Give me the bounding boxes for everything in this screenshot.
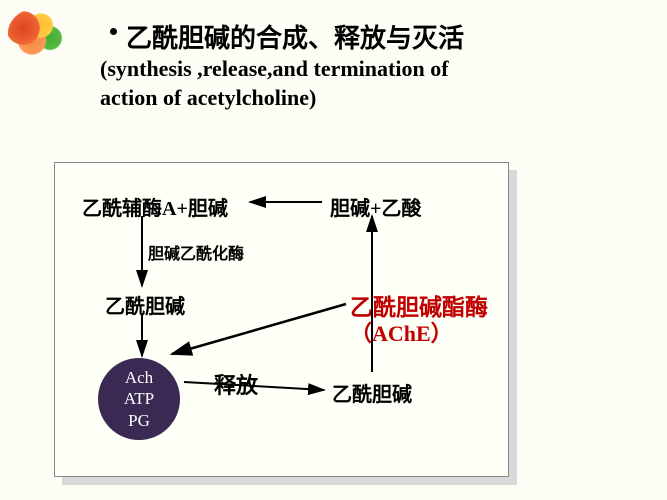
vesicle-line-atp: ATP bbox=[98, 388, 180, 409]
node-products: 胆碱+乙酸 bbox=[330, 192, 421, 221]
corner-fruit-decoration bbox=[8, 8, 68, 58]
node-ache-abbrev: （AChE） bbox=[350, 316, 453, 348]
node-ach-synthesized: 乙酰胆碱 bbox=[105, 290, 185, 319]
vesicle-line-ach: Ach bbox=[98, 367, 180, 388]
vesicle-oval: Ach ATP PG bbox=[98, 358, 180, 440]
title-main: 乙酰胆碱的合成、释放与灭活 bbox=[100, 18, 647, 55]
title-sub-line1: (synthesis ,release,and termination of bbox=[100, 55, 647, 84]
node-release-label: 释放 bbox=[214, 368, 258, 400]
vesicle-line-pg: PG bbox=[98, 410, 180, 431]
title-sub-line2: action of acetylcholine) bbox=[100, 84, 647, 113]
slide-title: 乙酰胆碱的合成、释放与灭活 (synthesis ,release,and te… bbox=[100, 18, 647, 112]
node-enzyme-chat: 胆碱乙酰化酶 bbox=[148, 240, 244, 264]
node-ach-released: 乙酰胆碱 bbox=[332, 378, 412, 407]
node-precursor: 乙酰辅酶A+胆碱 bbox=[82, 192, 228, 221]
